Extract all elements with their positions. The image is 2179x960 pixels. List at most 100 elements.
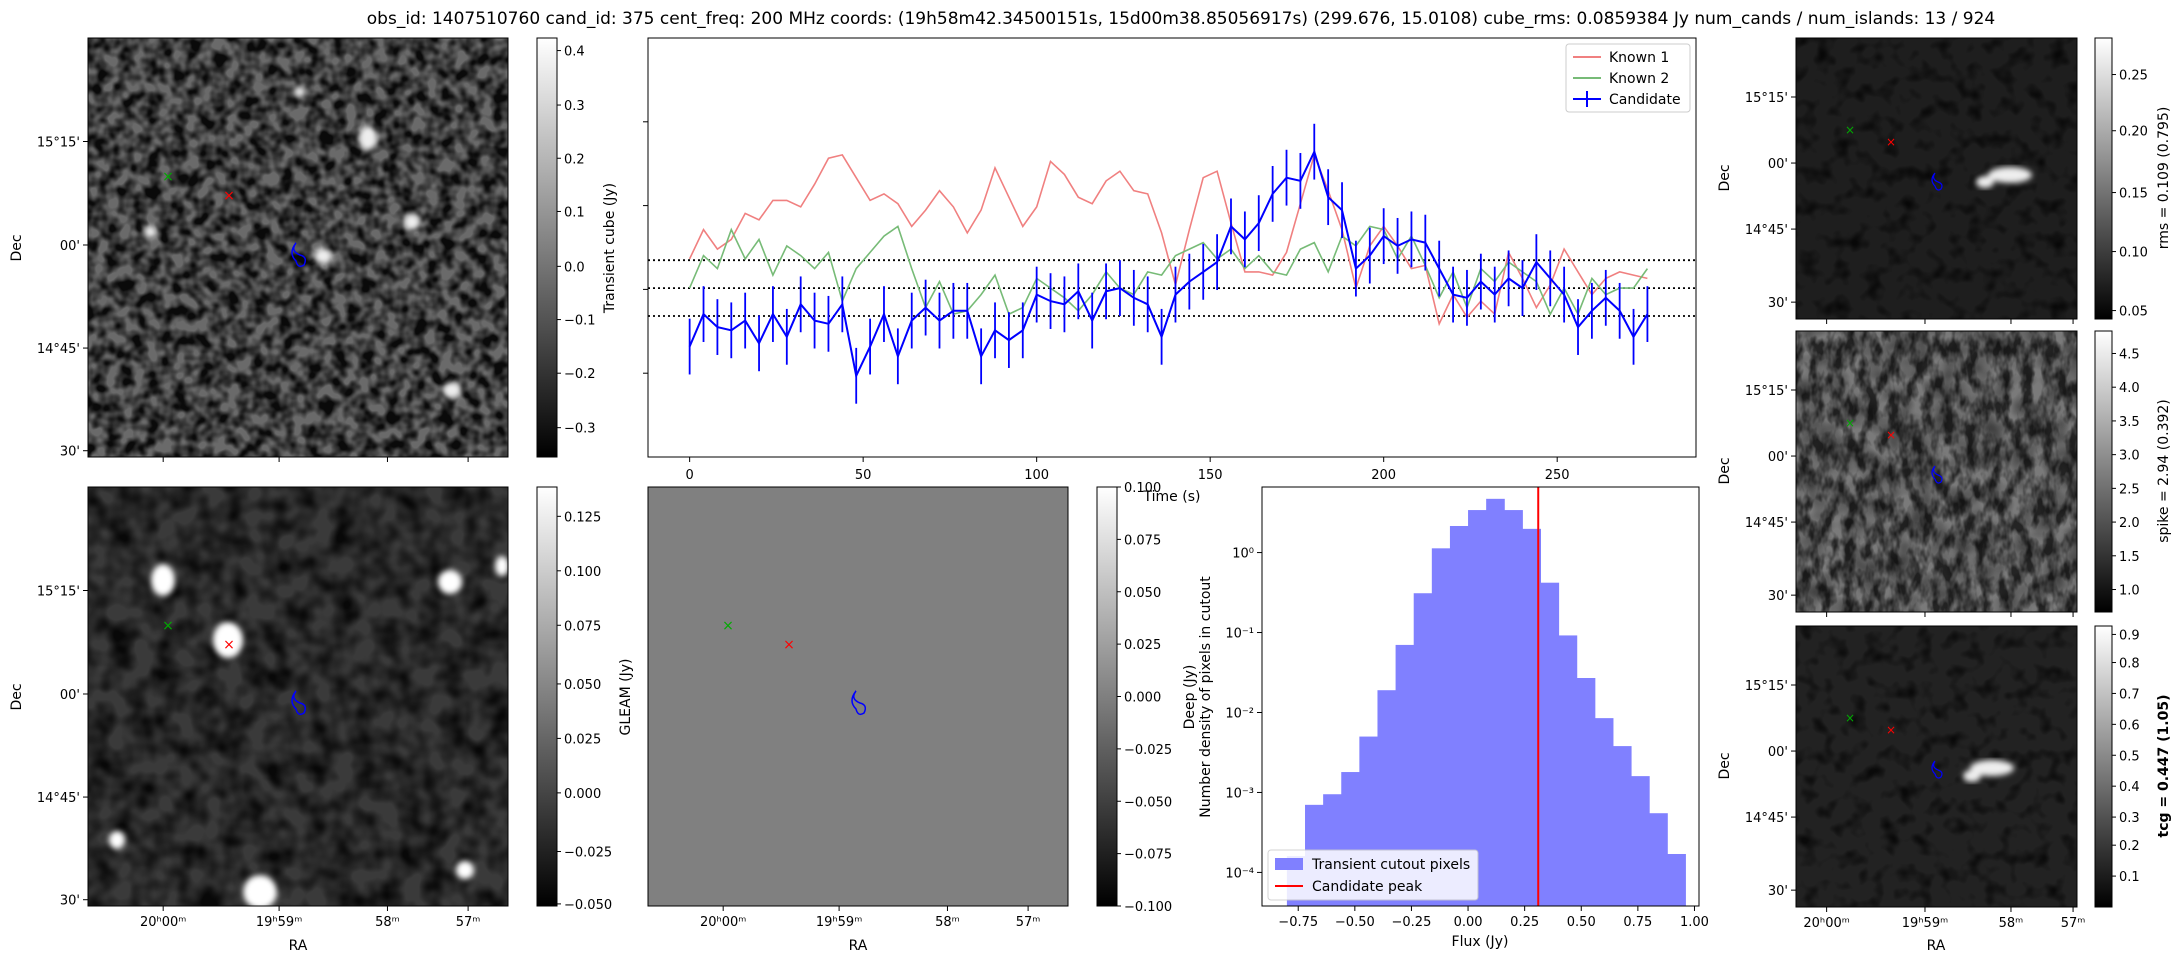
gleam-image bbox=[647, 486, 1069, 907]
bright-feature bbox=[1976, 167, 2032, 188]
y-tick-label: 10⁰ bbox=[1232, 547, 1254, 562]
dec-tick-label: 15°15' bbox=[1745, 384, 1788, 399]
dec-tick-label: 30' bbox=[1768, 296, 1788, 311]
colorbar-tick-label: 0.000 bbox=[564, 787, 601, 802]
ra-tick-label: 58ᵐ bbox=[935, 915, 960, 930]
ra-tick-label: 19ʰ59ᵐ bbox=[1902, 916, 1948, 931]
legend-label-peak: Candidate peak bbox=[1312, 879, 1423, 895]
colorbar-tick-label: 0.050 bbox=[1124, 586, 1161, 601]
x-tick-label: 0.75 bbox=[1623, 915, 1652, 930]
colorbar-tick-label: 0.05 bbox=[2119, 305, 2148, 320]
legend-box bbox=[1267, 849, 1479, 901]
ra-label: RA bbox=[1927, 938, 1946, 954]
colorbar-tick-label: 0.8 bbox=[2119, 657, 2140, 672]
legend-label-pixels: Transient cutout pixels bbox=[1311, 857, 1470, 873]
colorbars: 0.40.30.20.10.0−0.1−0.2−0.30.1250.1000.0… bbox=[536, 37, 2148, 915]
candidate-marker: × bbox=[1886, 135, 1896, 149]
x-tick-label: 0 bbox=[686, 468, 694, 483]
colorbar-tick-label: 0.7 bbox=[2119, 687, 2140, 702]
colorbar-tick-label: 0.10 bbox=[2119, 246, 2148, 261]
candidate-marker: × bbox=[223, 188, 235, 204]
colorbar-tick-label: 0.000 bbox=[1124, 691, 1161, 706]
noise-texture bbox=[88, 38, 508, 457]
colorbar-tick-label: 0.3 bbox=[564, 99, 585, 114]
legend-label-candidate: Candidate bbox=[1609, 92, 1681, 108]
candidate-marker: × bbox=[783, 637, 795, 653]
legend: Known 1 Known 2 Candidate bbox=[1565, 43, 1691, 113]
lightcurve-plot: 0 50 100 150 200 250 Time (s) Known 1 Known 2… bbox=[643, 37, 1697, 505]
dec-label: Dec bbox=[1717, 164, 1733, 191]
colorbar-tick-label: 4.0 bbox=[2119, 381, 2140, 396]
axes-frame bbox=[1261, 486, 1700, 907]
candidate-contour bbox=[1931, 760, 1943, 779]
x-tick-label: −0.50 bbox=[1335, 915, 1375, 930]
dec-tick-label: 30' bbox=[60, 894, 80, 909]
colorbar-tick-label: −0.3 bbox=[564, 422, 596, 437]
colorbar-tick-label: −0.050 bbox=[1124, 795, 1172, 810]
colorbar-tick-label: 0.6 bbox=[2119, 718, 2140, 733]
colorbar-tick-label: 0.025 bbox=[564, 732, 601, 747]
axes-frame bbox=[647, 37, 1697, 458]
dec-tick-label: 14°45' bbox=[37, 342, 80, 357]
colorbar-tick-label: −0.050 bbox=[564, 898, 612, 913]
colorbar-tick-label: 1.0 bbox=[2119, 584, 2140, 599]
y-tick-label: 10⁻⁴ bbox=[1225, 866, 1254, 881]
spike-image bbox=[1795, 330, 2078, 613]
ra-label: RA bbox=[289, 938, 308, 954]
tcg-colorbar bbox=[2094, 625, 2113, 908]
dec-tick-label: 15°15' bbox=[1745, 679, 1788, 694]
x-tick-label: 100 bbox=[1024, 468, 1049, 483]
histogram-bar bbox=[1594, 718, 1614, 906]
y-tick-label: 10⁻¹ bbox=[1225, 627, 1254, 642]
colorbar-tick-label: −0.025 bbox=[564, 846, 612, 861]
colorbar-tick-label: 0.5 bbox=[2119, 749, 2140, 764]
x-tick-label: 0.25 bbox=[1510, 915, 1539, 930]
deep-image bbox=[87, 486, 509, 907]
series-candidate bbox=[688, 148, 1649, 379]
deep-colorbar-label: Deep (Jy) bbox=[1182, 665, 1198, 730]
candidate-marker: × bbox=[223, 637, 235, 653]
x-tick-label: −0.25 bbox=[1392, 915, 1432, 930]
axes-frame bbox=[1795, 37, 2078, 320]
x-tick-label: 1.00 bbox=[1680, 915, 1709, 930]
colorbar-tick-label: 0.3 bbox=[2119, 811, 2140, 826]
dec-tick-label: 14°45' bbox=[1745, 811, 1788, 826]
colorbar-tick-label: 0.100 bbox=[1124, 481, 1161, 496]
histogram-bar bbox=[1576, 677, 1596, 906]
colorbar-tick-label: 0.100 bbox=[564, 565, 601, 580]
histogram-bar bbox=[1504, 510, 1523, 906]
x-tick-label: 150 bbox=[1198, 468, 1223, 483]
ra-tick-label: 57ᵐ bbox=[456, 915, 481, 930]
dec-tick-label: 00' bbox=[1768, 745, 1788, 760]
histogram-bar bbox=[1631, 776, 1650, 906]
colorbar-tick-label: 2.0 bbox=[2119, 516, 2140, 531]
transient-colorbar bbox=[536, 37, 558, 458]
dec-tick-label: 00' bbox=[60, 688, 80, 703]
gleam-background bbox=[647, 486, 1069, 907]
histogram-bar bbox=[1395, 644, 1415, 906]
bright-feature bbox=[1963, 760, 2014, 782]
histogram-bar bbox=[1522, 528, 1542, 906]
known-source-marker: × bbox=[162, 618, 174, 634]
colorbar-tick-label: 0.2 bbox=[564, 152, 585, 167]
ra-tick-label: 57ᵐ bbox=[1016, 915, 1041, 930]
gleam-colorbar bbox=[1096, 486, 1118, 907]
legend-swatch-pixels bbox=[1275, 858, 1303, 870]
colorbar-tick-label: 0.075 bbox=[564, 619, 601, 634]
colorbar-tick-label: −0.1 bbox=[564, 314, 596, 329]
colorbar-tick-label: 1.5 bbox=[2119, 550, 2140, 565]
axes-frame bbox=[1795, 330, 2078, 613]
x-axis-label: Time (s) bbox=[1143, 489, 1201, 505]
noise-texture bbox=[88, 487, 508, 906]
candidate-marker: × bbox=[1886, 723, 1896, 737]
dec-label: Dec bbox=[9, 234, 25, 261]
ra-tick-label: 20ʰ00ᵐ bbox=[1803, 916, 1849, 931]
colorbar-tick-label: 3.5 bbox=[2119, 415, 2140, 430]
flux-histogram: −0.75 −0.50 −0.25 0.00 0.25 0.50 0.75 1.00 10⁰ 10… bbox=[1198, 486, 1709, 950]
colorbar-tick-label: 0.050 bbox=[564, 678, 601, 693]
ra-tick-label: 20ʰ00ᵐ bbox=[140, 915, 186, 930]
histogram-ticks: −0.75 −0.50 −0.25 0.00 0.25 0.50 0.75 1.00 10⁰ 10… bbox=[1225, 547, 1709, 930]
colorbar-tick-label: 2.5 bbox=[2119, 482, 2140, 497]
x-tick-label: −0.75 bbox=[1278, 915, 1318, 930]
